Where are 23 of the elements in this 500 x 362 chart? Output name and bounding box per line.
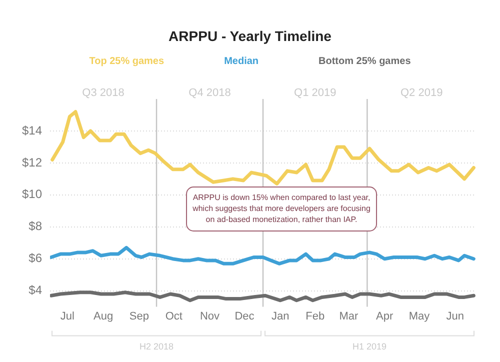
x-tick-label: Aug [93, 310, 114, 322]
x-tick-label: Oct [165, 310, 182, 322]
x-tick-label: Dec [234, 310, 255, 322]
chart-title: ARPPU - Yearly Timeline [168, 28, 332, 44]
x-tick-label: Nov [200, 310, 220, 322]
x-tick-label: May [408, 310, 430, 322]
x-tick-label: Jun [446, 310, 464, 322]
text: Top 25% games [89, 56, 164, 67]
x-tick-label: Mar [339, 310, 358, 322]
y-tick-label: $6 [28, 251, 42, 266]
x-tick-label: Feb [306, 310, 325, 322]
text: Bottom 25% games [318, 56, 411, 67]
y-tick-label: $10 [22, 187, 42, 202]
y-tick-label: $8 [28, 219, 42, 234]
x-tick-label: Jul [60, 310, 74, 322]
x-tick-label: Apr [376, 310, 394, 322]
text: Median [224, 56, 259, 67]
y-tick-label: $12 [22, 155, 42, 170]
y-tick-label: $4 [28, 283, 42, 298]
annotation: ARPPU is down 15% when compared to last year, which suggests that more developers are focusing on ad-based monetization, rather than IAP. [192, 193, 370, 224]
x-tick-label: Sep [129, 310, 149, 322]
y-tick-label: $14 [22, 123, 42, 138]
x-tick-label: Jan [272, 310, 290, 322]
